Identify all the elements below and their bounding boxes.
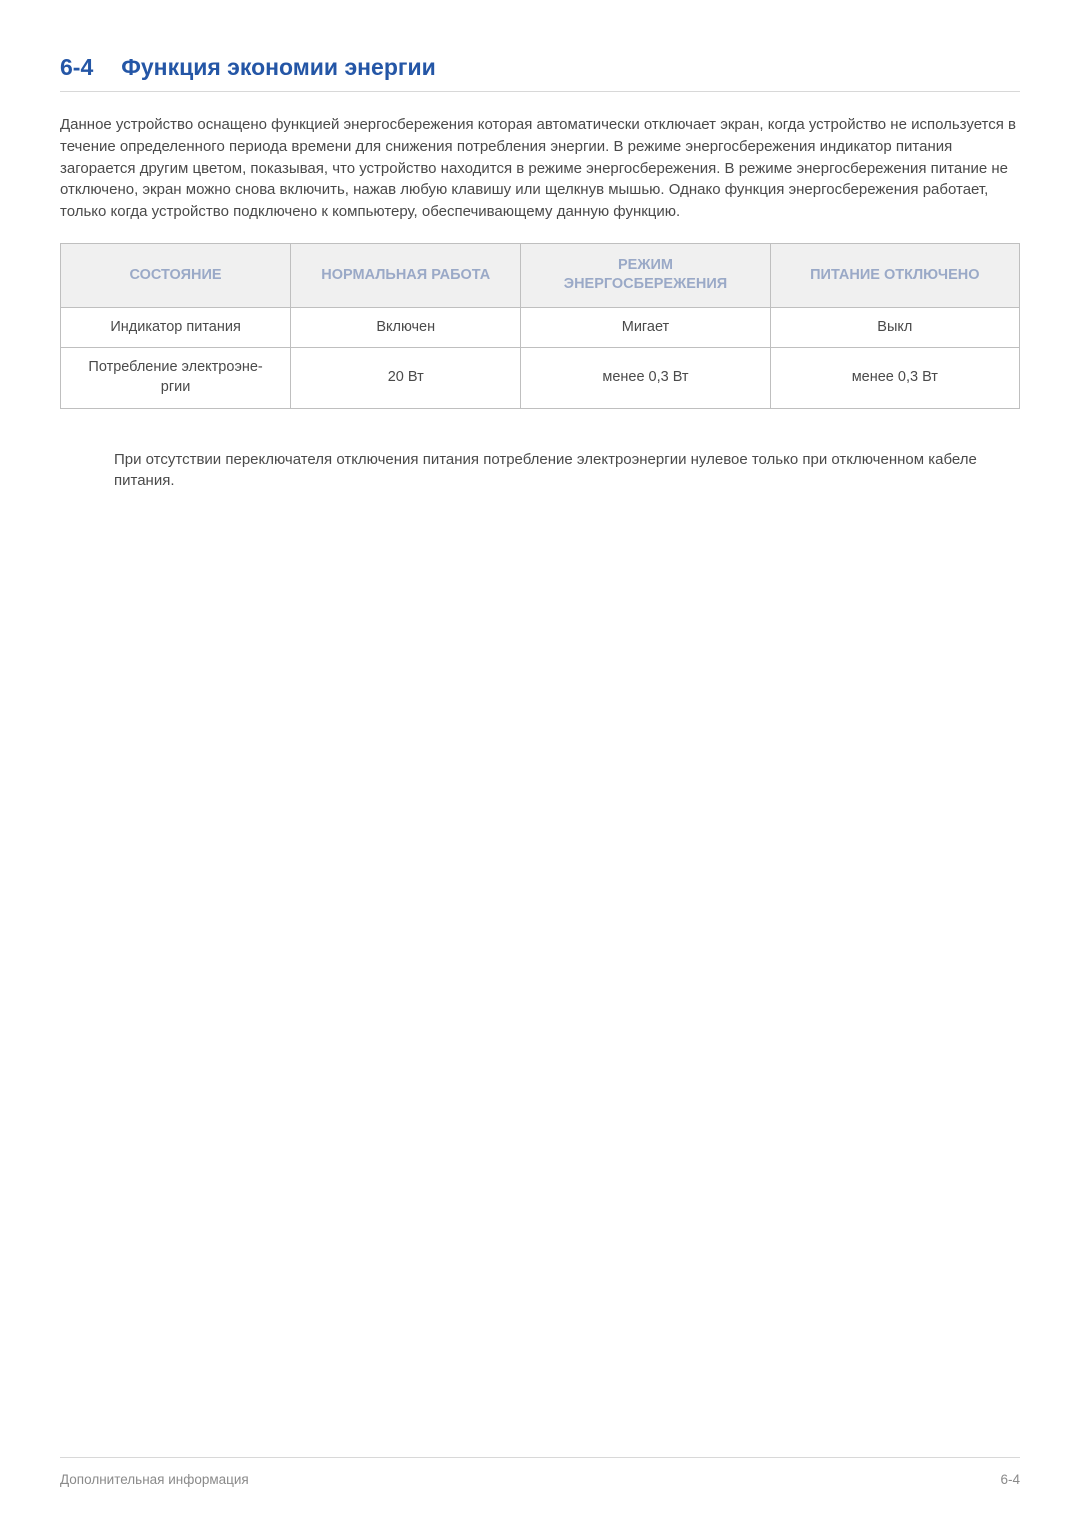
cell-line: Потребление электроэне-: [88, 359, 262, 375]
footer-left: Дополнительная информация: [60, 1472, 249, 1487]
table-cell: 20 Вт: [291, 348, 521, 408]
table-header-cell: НОРМАЛЬНАЯ РАБОТА: [291, 243, 521, 307]
table-cell: Включен: [291, 307, 521, 348]
table-cell: Выкл: [770, 307, 1019, 348]
table-cell: Мигает: [521, 307, 770, 348]
heading-number: 6-4: [60, 54, 93, 81]
power-table: СОСТОЯНИЕ НОРМАЛЬНАЯ РАБОТА РЕЖИМ ЭНЕРГО…: [60, 243, 1020, 409]
cell-line: ргии: [161, 379, 191, 395]
table-header-cell: СОСТОЯНИЕ: [61, 243, 291, 307]
header-line: РЕЖИМ: [618, 257, 673, 273]
table-row: Потребление электроэне- ргии 20 Вт менее…: [61, 348, 1020, 408]
page-footer: Дополнительная информация 6-4: [60, 1457, 1020, 1487]
header-line: ЭНЕРГОСБЕРЕЖЕНИЯ: [564, 276, 727, 292]
intro-paragraph: Данное устройство оснащено функцией энер…: [60, 114, 1020, 223]
table-cell: менее 0,3 Вт: [770, 348, 1019, 408]
section-heading: 6-4 Функция экономии энергии: [60, 54, 1020, 92]
heading-title: Функция экономии энергии: [121, 54, 436, 81]
footer-right: 6-4: [1000, 1472, 1020, 1487]
page-content: 6-4 Функция экономии энергии Данное устр…: [0, 0, 1080, 492]
table-header-cell: РЕЖИМ ЭНЕРГОСБЕРЕЖЕНИЯ: [521, 243, 770, 307]
table-cell: Потребление электроэне- ргии: [61, 348, 291, 408]
note-paragraph: При отсутствии переключателя отключения …: [114, 449, 1010, 493]
table-header-row: СОСТОЯНИЕ НОРМАЛЬНАЯ РАБОТА РЕЖИМ ЭНЕРГО…: [61, 243, 1020, 307]
table-cell: менее 0,3 Вт: [521, 348, 770, 408]
table-header-cell: ПИТАНИЕ ОТКЛЮЧЕНО: [770, 243, 1019, 307]
table-row: Индикатор питания Включен Мигает Выкл: [61, 307, 1020, 348]
table-cell: Индикатор питания: [61, 307, 291, 348]
